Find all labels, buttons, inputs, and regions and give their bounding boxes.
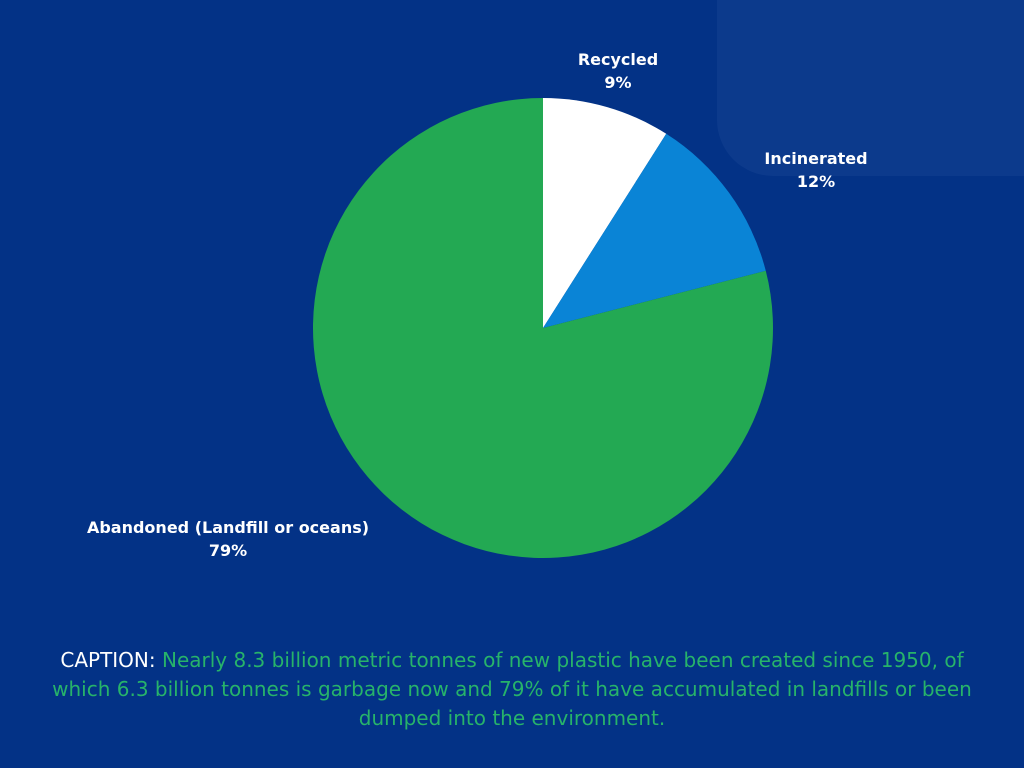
slice-label-incinerated-name: Incinerated <box>764 149 868 168</box>
pie-slice-abandoned <box>312 98 773 558</box>
slice-label-abandoned-value: 79% <box>208 541 248 560</box>
pie-slice-incinerated <box>543 133 766 328</box>
slice-label-abandoned-name: Abandoned (Landfill or oceans) <box>86 518 370 537</box>
pie-slice-recycled <box>543 98 667 328</box>
decorative-corner-panel <box>717 0 1024 176</box>
slice-label-recycled: Recycled 9% <box>548 48 688 94</box>
chart-caption: CAPTION: Nearly 8.3 billion metric tonne… <box>40 646 984 733</box>
slice-label-recycled-value: 9% <box>604 73 632 92</box>
slice-label-incinerated-value: 12% <box>796 172 836 191</box>
caption-text: Nearly 8.3 billion metric tonnes of new … <box>52 648 972 730</box>
caption-prefix: CAPTION: <box>60 648 156 672</box>
pie-slices <box>312 98 773 558</box>
slice-label-incinerated: Incinerated 12% <box>736 147 896 193</box>
slice-label-recycled-name: Recycled <box>577 50 659 69</box>
slice-label-abandoned: Abandoned (Landfill or oceans) 79% <box>60 516 396 562</box>
